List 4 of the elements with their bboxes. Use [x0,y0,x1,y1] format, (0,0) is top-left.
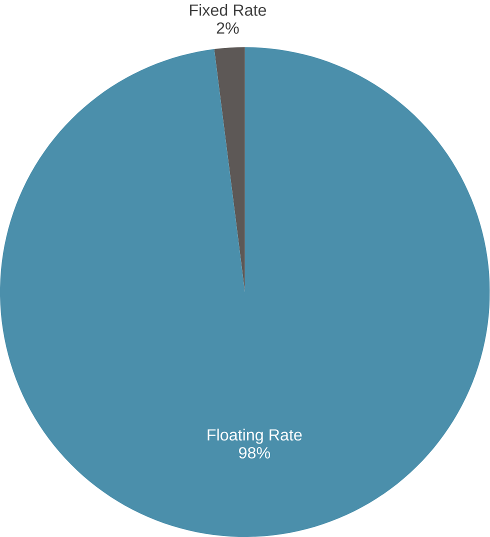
data-label: 98% [239,447,270,459]
slice-label: Floating Rate [208,428,302,444]
slice-label: Fixed Rate [190,4,266,16]
data-label: 2% [216,22,239,34]
